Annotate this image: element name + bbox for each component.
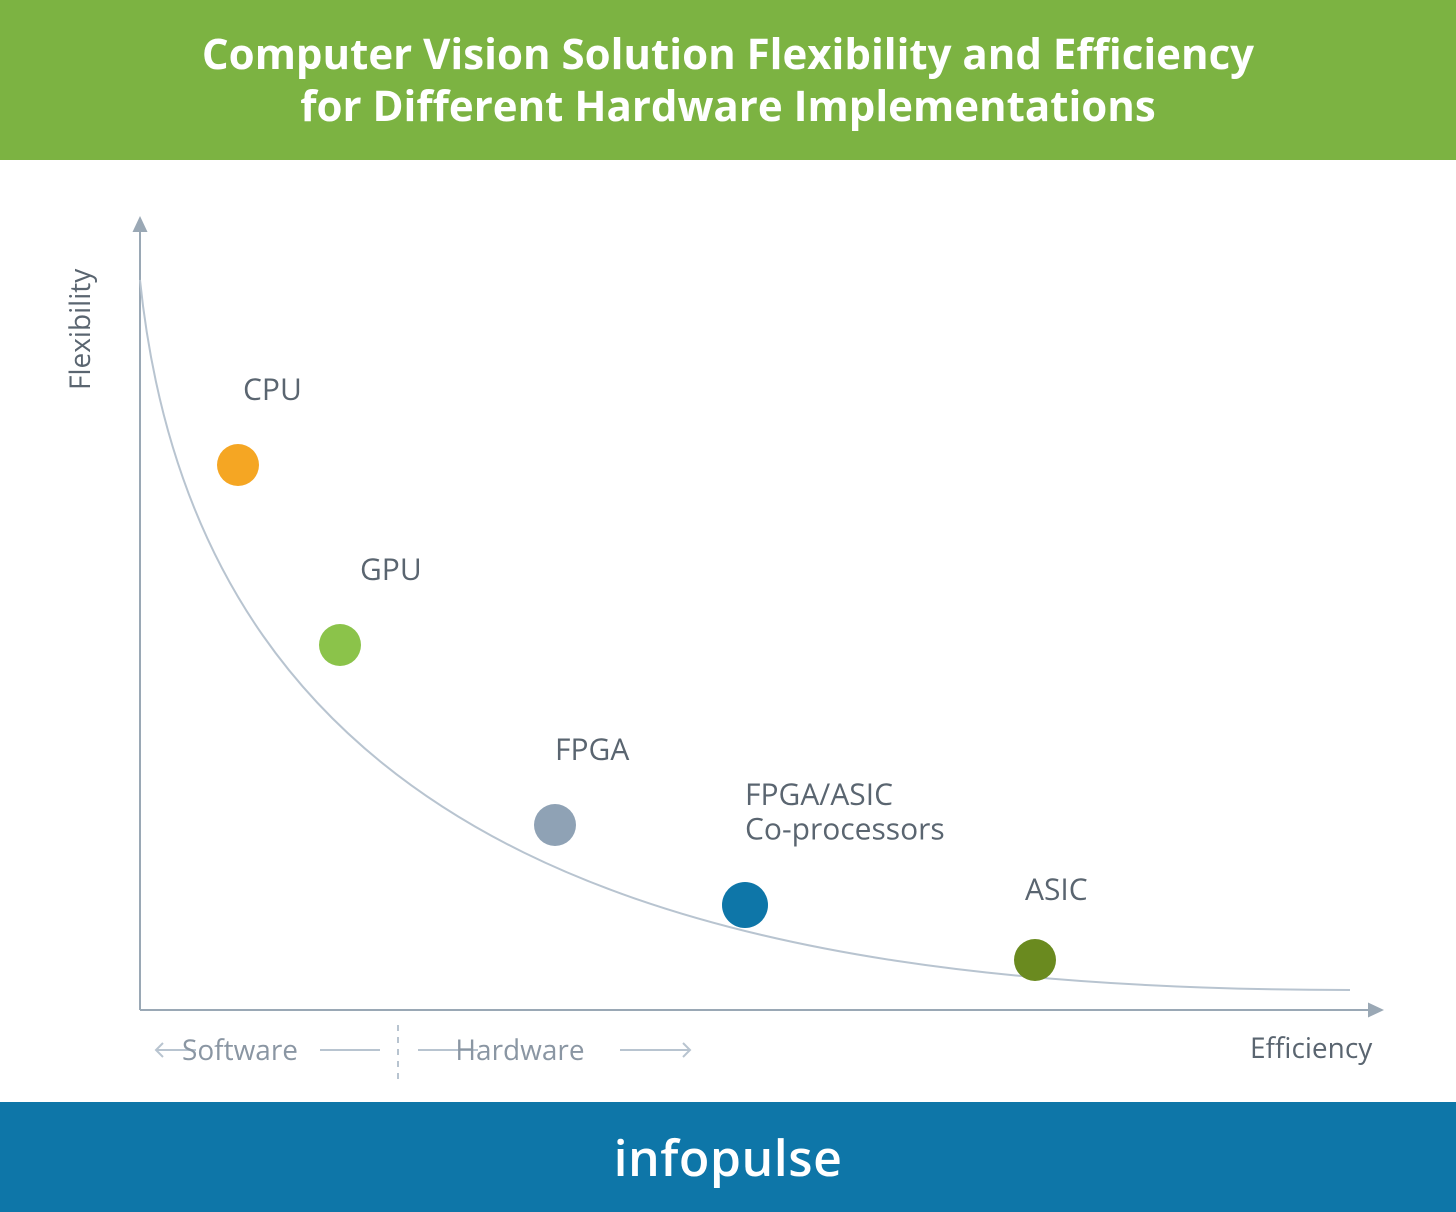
chart-area: CPU GPU FPGA FPGA/ASICCo-processors ASIC Flex… <box>0 160 1456 1102</box>
data-point-label: CPU <box>243 368 302 409</box>
data-point <box>217 444 259 486</box>
data-point <box>722 882 768 928</box>
brand-logo-text: infopulse <box>614 1123 843 1191</box>
axis-zone-software: Software <box>182 1031 298 1069</box>
data-point-label: ASIC <box>1025 868 1088 909</box>
data-point-label: FPGA/ASICCo-processors <box>745 773 945 849</box>
data-point-label: FPGA <box>555 728 629 769</box>
chart-svg: CPU GPU FPGA FPGA/ASICCo-processors ASIC Flex… <box>0 160 1456 1102</box>
header-banner: Computer Vision Solution Flexibility and… <box>0 0 1456 160</box>
x-axis-label: Efficiency <box>1250 1029 1373 1067</box>
footer-banner: infopulse <box>0 1102 1456 1212</box>
axis-zone-hardware: Hardware <box>455 1031 584 1069</box>
data-point <box>1014 939 1056 981</box>
data-point <box>534 804 576 846</box>
page-title: Computer Vision Solution Flexibility and… <box>202 28 1254 133</box>
y-axis-label: Flexibility <box>61 268 99 390</box>
data-point <box>319 624 361 666</box>
data-point-label: GPU <box>360 548 422 589</box>
